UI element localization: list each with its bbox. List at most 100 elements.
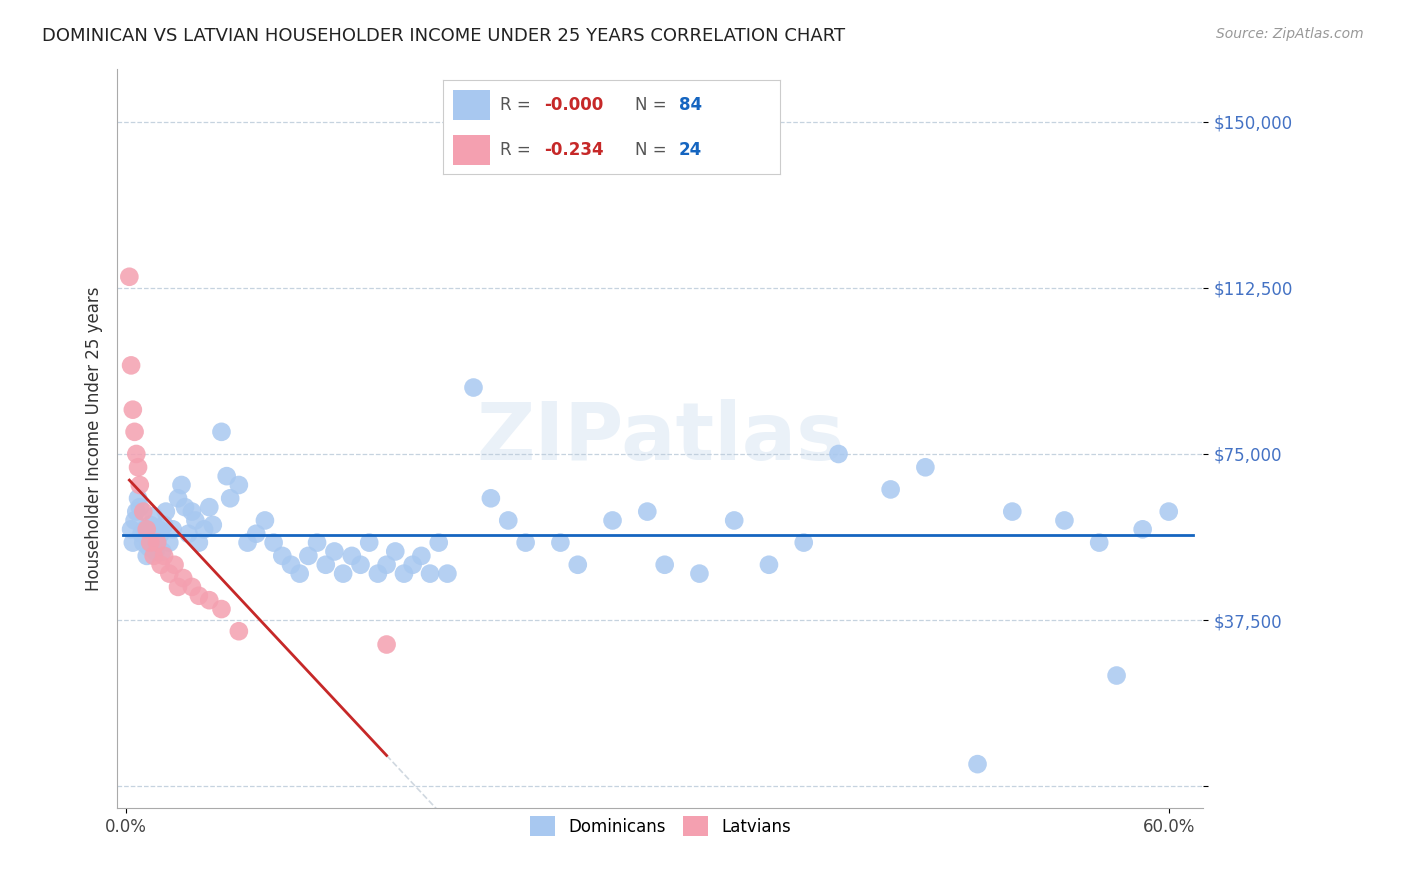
Text: 84: 84 bbox=[679, 95, 702, 113]
Bar bbox=[453, 89, 491, 120]
Point bbox=[187, 535, 209, 549]
Point bbox=[174, 500, 197, 515]
Point bbox=[167, 491, 190, 506]
Point bbox=[124, 425, 146, 439]
Point bbox=[184, 513, 207, 527]
Point bbox=[315, 558, 337, 572]
Point bbox=[172, 571, 194, 585]
Point bbox=[349, 558, 371, 572]
Point bbox=[128, 500, 150, 515]
Point bbox=[215, 469, 238, 483]
Point bbox=[793, 535, 815, 549]
Point bbox=[367, 566, 389, 581]
Point bbox=[167, 580, 190, 594]
Point bbox=[1105, 668, 1128, 682]
Point bbox=[157, 566, 180, 581]
Point bbox=[150, 544, 173, 558]
Point bbox=[375, 558, 398, 572]
Point bbox=[132, 505, 155, 519]
Point bbox=[125, 505, 148, 519]
Point bbox=[120, 522, 142, 536]
Point bbox=[411, 549, 433, 563]
Point bbox=[127, 491, 149, 506]
Point bbox=[170, 478, 193, 492]
Point bbox=[550, 535, 572, 549]
Point bbox=[966, 757, 988, 772]
Point bbox=[827, 447, 849, 461]
Point bbox=[155, 505, 177, 519]
Point bbox=[323, 544, 346, 558]
Point bbox=[332, 566, 354, 581]
Text: N =: N = bbox=[636, 141, 672, 159]
Point bbox=[280, 558, 302, 572]
Point bbox=[297, 549, 319, 563]
Point bbox=[245, 526, 267, 541]
Text: R =: R = bbox=[501, 141, 536, 159]
Point bbox=[384, 544, 406, 558]
Point bbox=[142, 508, 165, 523]
Point bbox=[198, 500, 221, 515]
Point bbox=[121, 402, 143, 417]
Point bbox=[228, 624, 250, 639]
Text: N =: N = bbox=[636, 95, 672, 113]
Point bbox=[1001, 505, 1024, 519]
Point bbox=[125, 447, 148, 461]
Point bbox=[688, 566, 710, 581]
Point bbox=[401, 558, 423, 572]
Point bbox=[187, 589, 209, 603]
Point bbox=[135, 549, 157, 563]
Point bbox=[135, 522, 157, 536]
Point bbox=[181, 505, 204, 519]
Text: -0.000: -0.000 bbox=[544, 95, 603, 113]
Point bbox=[181, 580, 204, 594]
Legend: Dominicans, Latvians: Dominicans, Latvians bbox=[522, 807, 799, 845]
Point bbox=[177, 526, 200, 541]
Point bbox=[146, 535, 169, 549]
Point bbox=[392, 566, 415, 581]
Text: R =: R = bbox=[501, 95, 536, 113]
Point bbox=[359, 535, 381, 549]
Point bbox=[121, 535, 143, 549]
Point bbox=[1157, 505, 1180, 519]
Point bbox=[914, 460, 936, 475]
Point bbox=[120, 359, 142, 373]
Point bbox=[879, 483, 901, 497]
Point bbox=[427, 535, 450, 549]
Text: 24: 24 bbox=[679, 141, 703, 159]
Point bbox=[201, 517, 224, 532]
Point bbox=[132, 535, 155, 549]
Point bbox=[654, 558, 676, 572]
Text: Source: ZipAtlas.com: Source: ZipAtlas.com bbox=[1216, 27, 1364, 41]
Point bbox=[163, 558, 186, 572]
Point bbox=[496, 513, 519, 527]
Text: -0.234: -0.234 bbox=[544, 141, 603, 159]
Point bbox=[211, 425, 233, 439]
Point bbox=[340, 549, 363, 563]
Point bbox=[146, 535, 169, 549]
Point bbox=[479, 491, 502, 506]
Point bbox=[567, 558, 589, 572]
Point bbox=[193, 522, 215, 536]
Point bbox=[153, 549, 176, 563]
Text: ZIPatlas: ZIPatlas bbox=[477, 400, 845, 477]
Point bbox=[219, 491, 242, 506]
Point bbox=[436, 566, 458, 581]
Point bbox=[288, 566, 311, 581]
Point bbox=[263, 535, 285, 549]
Point bbox=[149, 558, 172, 572]
Text: DOMINICAN VS LATVIAN HOUSEHOLDER INCOME UNDER 25 YEARS CORRELATION CHART: DOMINICAN VS LATVIAN HOUSEHOLDER INCOME … bbox=[42, 27, 845, 45]
Point bbox=[157, 535, 180, 549]
Point bbox=[148, 522, 170, 536]
Point bbox=[1132, 522, 1154, 536]
Point bbox=[118, 269, 141, 284]
Point bbox=[124, 513, 146, 527]
Point bbox=[141, 531, 163, 545]
Point bbox=[198, 593, 221, 607]
Point bbox=[419, 566, 441, 581]
Point bbox=[131, 526, 153, 541]
Point bbox=[128, 478, 150, 492]
Point bbox=[236, 535, 259, 549]
Point bbox=[127, 460, 149, 475]
Point bbox=[145, 544, 167, 558]
Y-axis label: Householder Income Under 25 years: Householder Income Under 25 years bbox=[86, 286, 103, 591]
